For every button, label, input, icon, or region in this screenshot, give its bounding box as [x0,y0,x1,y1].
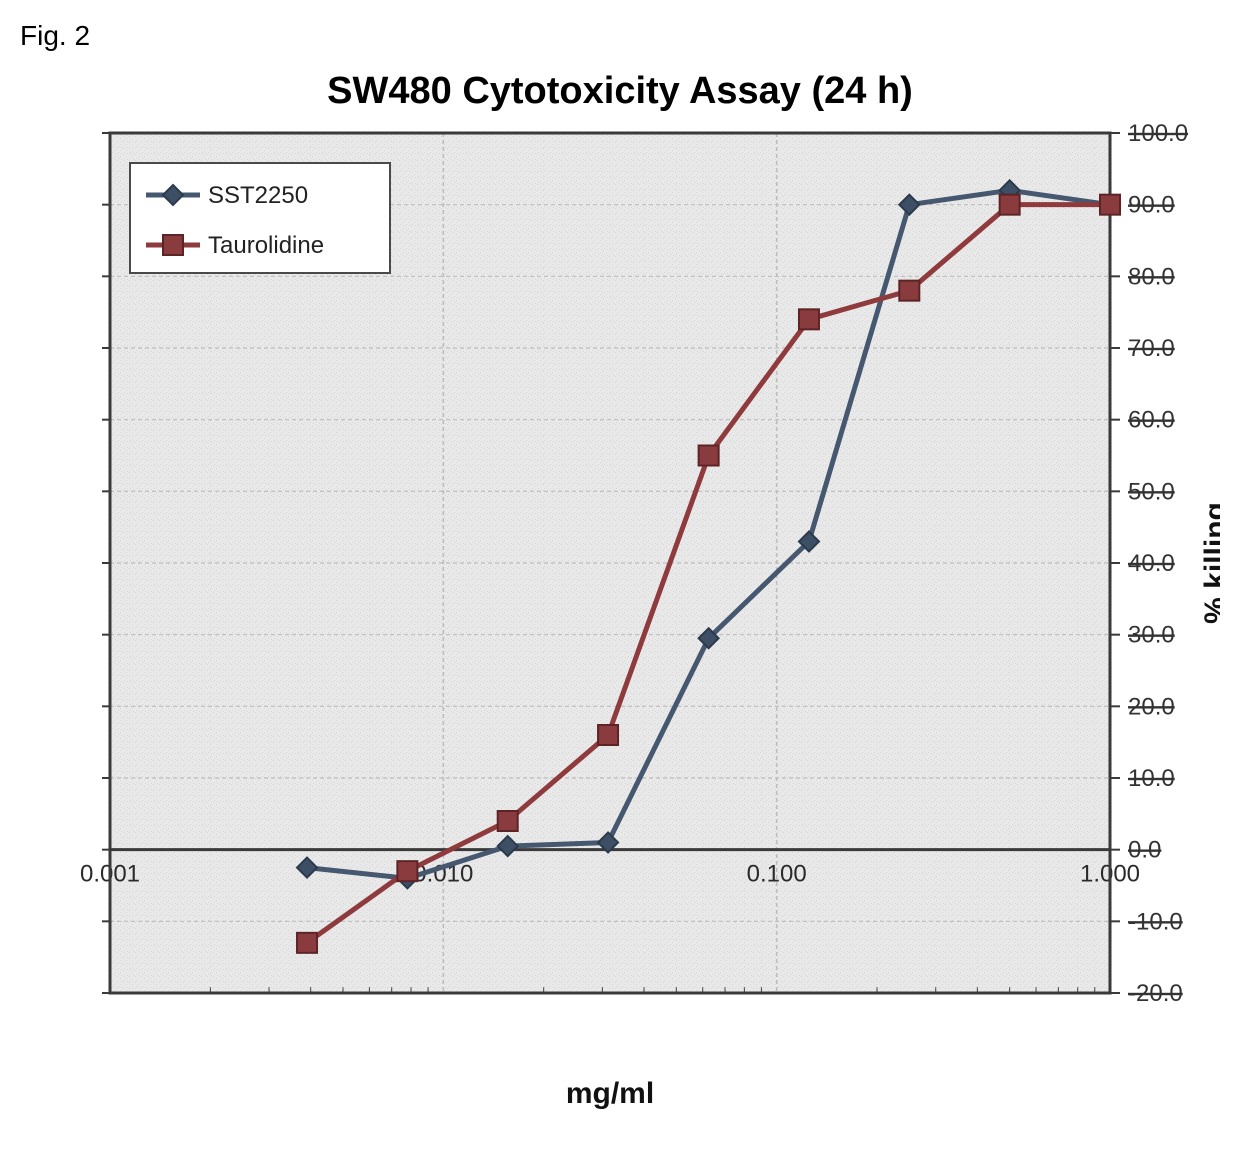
figure-container: Fig. 2 SW480 Cytotoxicity Assay (24 h) -… [20,20,1220,1143]
marker-square [297,933,317,953]
chart: -20.0 -10.0 0.0 10.0 20.0 30.0 40.0 50.0 60.0 70.… [20,123,1220,1143]
y-tick-label: 60.0 [1128,407,1175,434]
marker-square [899,281,919,301]
figure-label: Fig. 2 [20,20,1220,52]
chart-svg: -20.0 -10.0 0.0 10.0 20.0 30.0 40.0 50.0 60.0 70.… [20,123,1220,1143]
y-tick-label: 10.0 [1128,765,1175,792]
y-tick-label: -10.0 [1128,908,1183,935]
y-tick-label: 30.0 [1128,622,1175,649]
marker-square [699,446,719,466]
y-tick-label: 50.0 [1128,478,1175,505]
y-tick-label: -20.0 [1128,980,1183,1007]
x-axis-label: mg/ml [566,1077,654,1110]
y-tick-label: 0.0 [1128,837,1161,864]
y-axis-label: % killing [1199,502,1220,624]
marker-square [498,811,518,831]
y-tick-label: 40.0 [1128,550,1175,577]
marker-square [799,309,819,329]
y-tick-label: 80.0 [1128,263,1175,290]
chart-title: SW480 Cytotoxicity Assay (24 h) [20,70,1220,113]
marker-square [598,725,618,745]
x-tick-label: 0.100 [747,861,807,888]
marker-square [163,235,183,255]
marker-square [1000,195,1020,215]
legend-label: Taurolidine [208,232,324,259]
marker-square [1100,195,1120,215]
y-tick-label: 70.0 [1128,335,1175,362]
legend-label: SST2250 [208,182,308,209]
y-tick-label: 20.0 [1128,693,1175,720]
y-tick-label: 90.0 [1128,192,1175,219]
marker-square [397,861,417,881]
y-tick-label: 100.0 [1128,123,1188,147]
